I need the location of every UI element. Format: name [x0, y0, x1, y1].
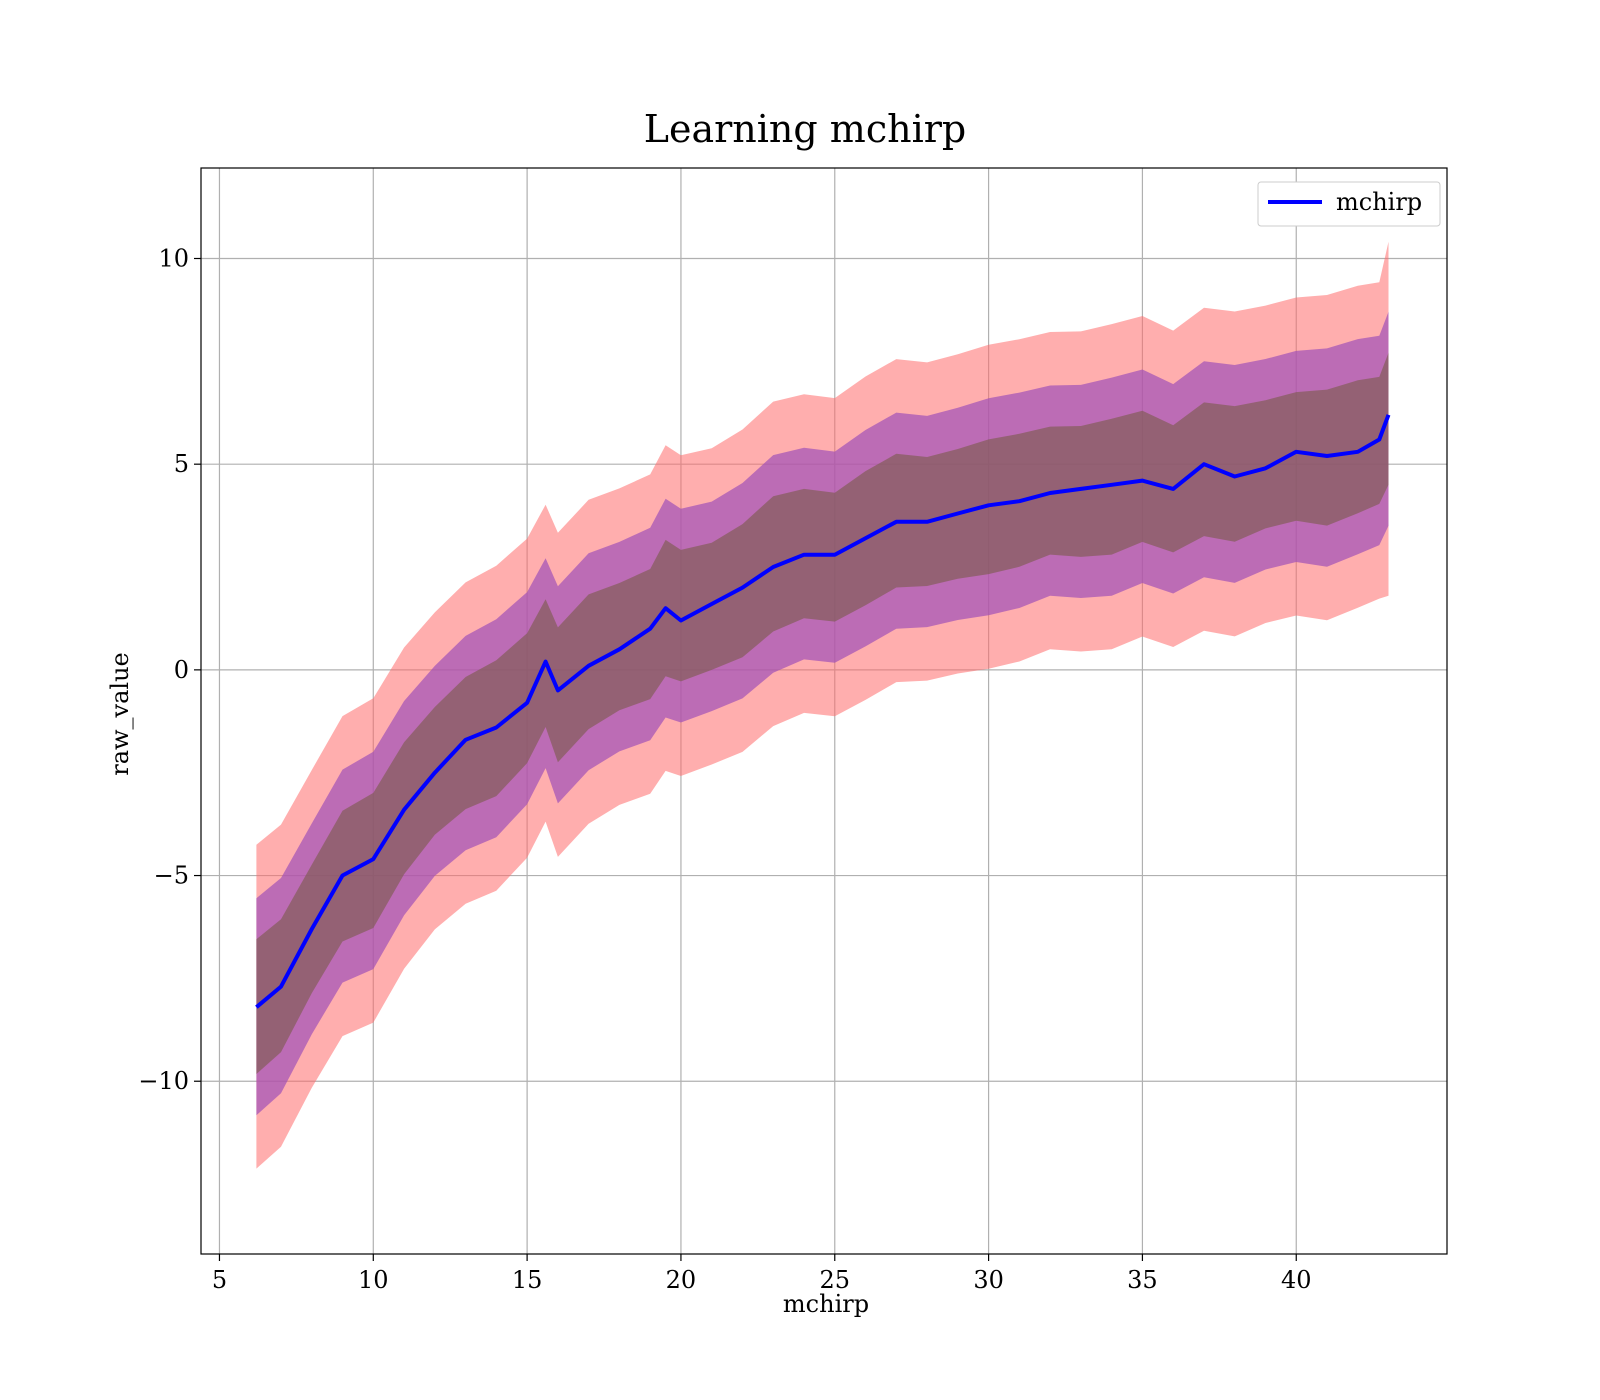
- y-axis-ticks: −10 −5 0 5 10: [138, 245, 201, 1095]
- x-tick-label: 15: [512, 1266, 543, 1294]
- plot-frame: [200, 167, 1448, 1255]
- x-tick-label: 5: [212, 1266, 227, 1294]
- x-tick-label: 35: [1127, 1266, 1158, 1294]
- legend: mchirp: [1257, 181, 1441, 227]
- y-tick-label: −10: [138, 1067, 189, 1095]
- confidence-bands: [256, 241, 1389, 1169]
- legend-box: [1257, 181, 1441, 227]
- x-tick-label: 40: [1281, 1266, 1312, 1294]
- y-tick-label: −5: [154, 862, 189, 890]
- x-axis-ticks: 5 10 15 20 25 30 35 40: [212, 1254, 1312, 1294]
- x-tick-label: 10: [358, 1266, 389, 1294]
- legend-entry-label: mchirp: [1336, 188, 1422, 216]
- y-tick-label: 0: [174, 656, 189, 684]
- x-axis-label: mchirp: [783, 1290, 869, 1318]
- y-axis-label: raw_value: [106, 652, 134, 776]
- chart-title: Learning mchirp: [644, 107, 966, 151]
- band-inner: [256, 352, 1389, 1074]
- x-tick-label: 30: [973, 1266, 1004, 1294]
- y-tick-label: 10: [158, 245, 189, 273]
- x-tick-label: 20: [666, 1266, 697, 1294]
- x-tick-label: 25: [819, 1266, 850, 1294]
- series-line-mchirp: [255, 414, 1391, 1009]
- y-tick-label: 5: [174, 450, 189, 478]
